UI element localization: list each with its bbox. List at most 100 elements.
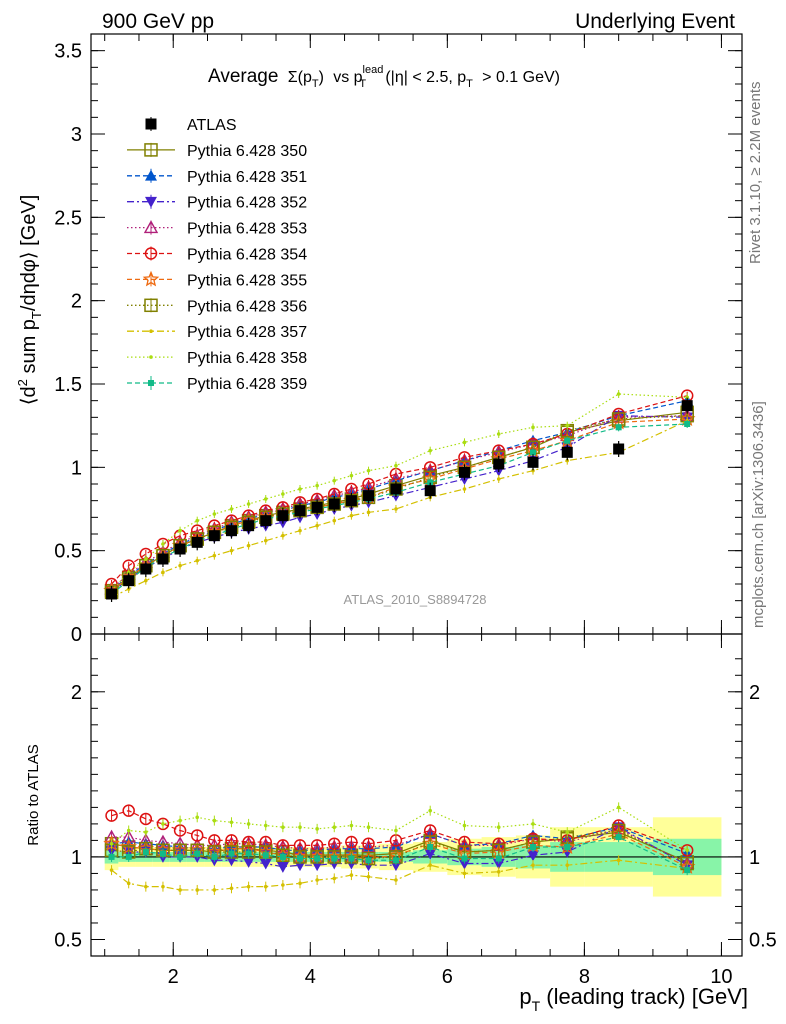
atlas-point [345, 495, 357, 507]
ylabel-part-2: sum p [18, 319, 40, 379]
data-point [394, 463, 398, 468]
title-lead: lead [363, 64, 384, 76]
ratio-point [178, 888, 182, 892]
data-point [565, 423, 570, 428]
ratio-point [279, 853, 286, 860]
ratio-point [211, 853, 218, 860]
ratio-point [428, 808, 433, 813]
series-line [111, 420, 688, 598]
main-series-pythia-6-428-353 [104, 408, 695, 595]
ratio-point [348, 855, 355, 862]
data-point [685, 395, 689, 400]
ratio-point [246, 884, 251, 889]
data-point [161, 542, 165, 546]
data-point [144, 578, 148, 583]
ratio-point [327, 839, 342, 853]
series-line [111, 415, 688, 590]
legend-label: Pythia 6.428 357 [187, 324, 307, 341]
data-point [565, 458, 570, 463]
legend: ATLAS Pythia 6.428 350 Pythia 6.428 351 Pyt… [127, 117, 307, 393]
series-line [111, 423, 688, 595]
ratio-point [190, 829, 204, 842]
legend-item: Pythia 6.428 356 [127, 298, 307, 315]
xlabel-part-1: T [532, 998, 541, 1014]
ratio-point [125, 853, 132, 860]
legend-item: Pythia 6.428 357 [127, 324, 307, 341]
ratio-point [526, 850, 539, 862]
ratio-point [362, 837, 375, 850]
legend-marker [144, 247, 158, 260]
x-tick-label: 10 [710, 966, 732, 988]
data-point [366, 510, 371, 515]
legend-label: Pythia 6.428 352 [187, 195, 307, 212]
ratio-point [194, 850, 201, 857]
atlas-point [561, 446, 573, 458]
ratio-point [496, 869, 501, 874]
ratio-point [349, 823, 354, 828]
data-point [229, 507, 234, 511]
legend-item: Pythia 6.428 358 [127, 350, 307, 367]
legend-marker [149, 355, 153, 359]
ratio-point [109, 841, 114, 846]
ratio-point [366, 825, 371, 829]
x-tick-label: 2 [168, 966, 179, 988]
ratio-point [109, 868, 114, 872]
ratio-point [195, 888, 200, 892]
ratio-point [565, 863, 570, 867]
ratio-point [159, 850, 166, 857]
ratio-point [108, 853, 115, 860]
data-point [195, 518, 200, 523]
x-tick-label: 4 [305, 966, 316, 988]
ratio-point [345, 835, 358, 849]
series-line [111, 411, 688, 592]
ratio-point [616, 858, 621, 863]
x-axis-label: pT (leading track) [GeV] [519, 984, 748, 1014]
xlabel-part-2: (leading track) [GeV] [540, 984, 748, 1009]
series-line [111, 415, 688, 593]
data-point [126, 570, 131, 575]
main-series-pythia-6-428-355 [103, 410, 696, 598]
data-point [428, 448, 433, 453]
ratio-point [161, 884, 165, 889]
ratio-point [424, 848, 437, 860]
ratio-point [121, 829, 136, 843]
data-point [126, 587, 131, 591]
legend-label: Pythia 6.428 356 [187, 298, 307, 315]
ratio-line [111, 859, 688, 891]
title-prefix: Average [208, 66, 278, 87]
atlas-point [363, 490, 375, 502]
main-y-tick-label: 1.5 [54, 374, 82, 396]
ratio-point [122, 804, 135, 817]
data-point [212, 553, 217, 558]
data-point [281, 533, 285, 538]
atlas-point [390, 483, 402, 495]
x-tick-label: 8 [579, 966, 590, 988]
source-label: mcplots.cern.ch [arXiv:1306.3436] [750, 401, 767, 628]
data-point [263, 497, 268, 501]
ratio-point [262, 852, 269, 859]
main-series-pythia-6-428-356 [104, 408, 694, 600]
ratio-point [365, 857, 372, 864]
legend-item: Pythia 6.428 355 [127, 270, 307, 289]
ratio-point [228, 850, 235, 857]
data-point [366, 468, 371, 473]
main-y-tick-label: 3 [71, 124, 82, 146]
main-y-tick-label: 0.5 [54, 541, 82, 563]
ratio-point [529, 844, 536, 851]
legend-label: Pythia 6.428 359 [187, 376, 307, 393]
data-point [144, 557, 148, 561]
ratio-point [315, 827, 319, 831]
legend-marker [148, 380, 154, 386]
ratio-point [615, 834, 622, 841]
atlas-point [260, 515, 272, 527]
atlas-point [243, 520, 255, 532]
data-point [315, 483, 319, 488]
main-y-tick-label: 2 [71, 291, 82, 313]
legend-item: Pythia 6.428 351 [127, 168, 307, 186]
ratio-point [314, 855, 321, 862]
legend-marker [149, 329, 153, 334]
ratio-point [259, 858, 272, 870]
atlas-point [191, 536, 203, 548]
atlas-point [424, 485, 436, 497]
